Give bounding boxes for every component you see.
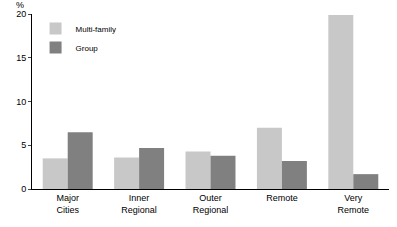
svg-text:Remote: Remote	[266, 193, 298, 203]
svg-text:0: 0	[21, 184, 26, 194]
svg-text:%: %	[16, 0, 24, 10]
svg-text:Group: Group	[76, 44, 99, 53]
svg-text:15: 15	[16, 53, 26, 63]
svg-text:10: 10	[16, 97, 26, 107]
svg-text:Multi-family: Multi-family	[76, 25, 116, 34]
svg-text:VeryRemote: VeryRemote	[338, 193, 370, 215]
svg-text:OuterRegional: OuterRegional	[193, 193, 229, 215]
svg-text:MajorCities: MajorCities	[56, 193, 79, 215]
svg-text:20: 20	[16, 9, 26, 19]
svg-text:InnerRegional: InnerRegional	[121, 193, 157, 215]
svg-text:5: 5	[21, 140, 26, 150]
